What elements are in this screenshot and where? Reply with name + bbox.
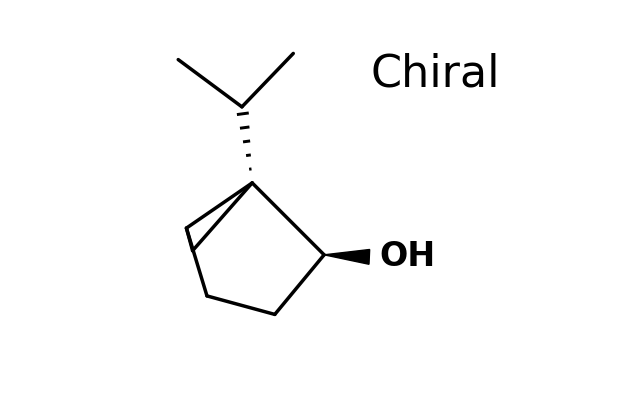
Polygon shape — [324, 249, 370, 264]
Text: OH: OH — [380, 240, 436, 273]
Text: Chiral: Chiral — [371, 53, 500, 95]
